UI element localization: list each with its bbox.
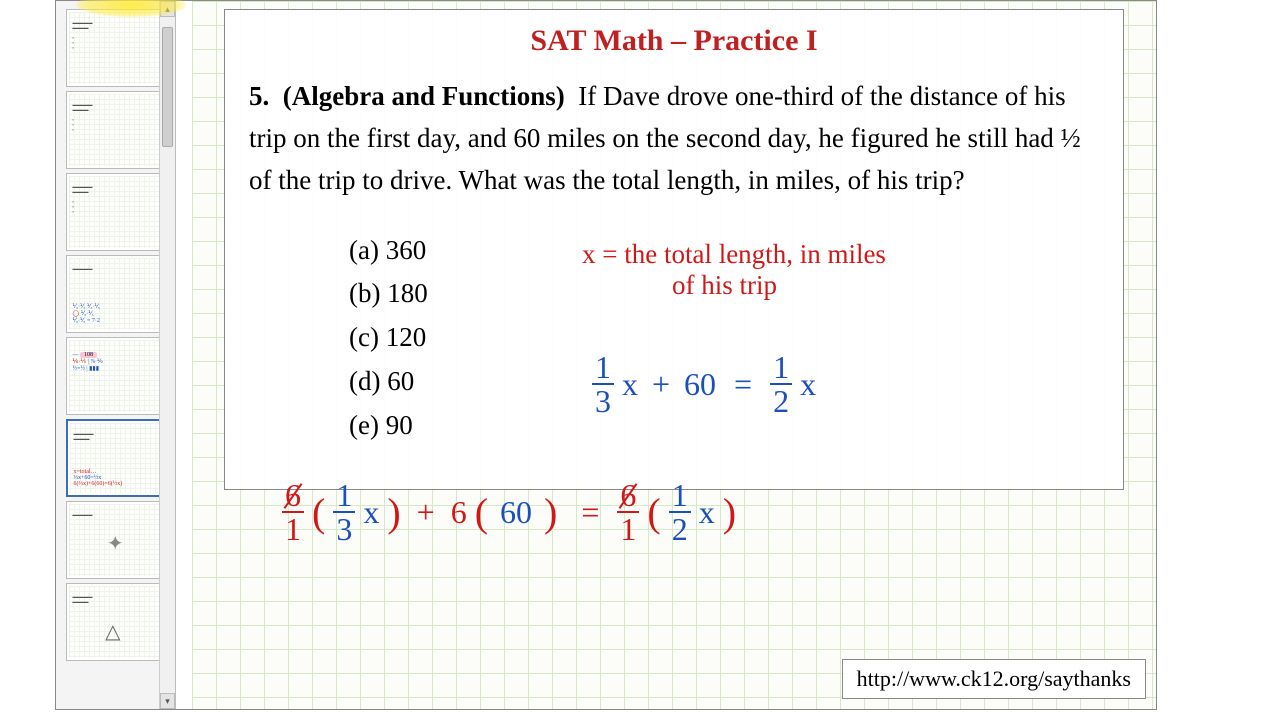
thumbnail-list: ▬▬▬▬▬▬▬▬▬▪▪▪ ▬▬▬▬▬▬▬▬▬▪▪▪ ▬▬▬▬▬▬▬▬▬▪▪▪ ▬… (56, 1, 175, 669)
slide-thumbnail[interactable]: ▬▬▬▬▬▬▬▬▬▪▪▪ (66, 173, 166, 251)
question-text: 5. (Algebra and Functions) If Dave drove… (249, 76, 1099, 202)
slide-thumbnail[interactable]: ▬▬▬▬▬▬▬▬▬△ (66, 583, 166, 661)
handwriting-var-def: x = the total length, in miles of his tr… (582, 239, 886, 301)
question-topic: (Algebra and Functions) (283, 81, 565, 111)
scroll-track[interactable] (160, 17, 175, 693)
fraction-one-third: 13 (592, 351, 614, 417)
slide-canvas: SAT Math – Practice I 5. (Algebra and Fu… (192, 1, 1156, 709)
sidebar-scrollbar[interactable]: ▴ ▾ (159, 1, 175, 709)
scroll-down-button[interactable]: ▾ (160, 693, 175, 709)
slide-thumbnail[interactable]: ▬▬▬▬▬⅟₃·⅟₅ ⅟₃·⅟₅◯ ⅟₃·⅟₅⅟₃·⅟₅ = 7·2 (66, 255, 166, 333)
question-number: 5. (249, 81, 269, 111)
handwriting-equation-1: 13 x + 60 = 12 x (592, 351, 816, 417)
slide-thumbnail[interactable]: — 108⅙·⅕ | ⅞·⅑½=½ | ▮▮▮ (66, 337, 166, 415)
app-frame: ▬▬▬▬▬▬▬▬▬▪▪▪ ▬▬▬▬▬▬▬▬▬▪▪▪ ▬▬▬▬▬▬▬▬▬▪▪▪ ▬… (55, 0, 1157, 710)
scroll-handle[interactable] (162, 27, 173, 147)
six-over-one: 61 (617, 479, 639, 545)
slide-thumbnail[interactable]: ▬▬▬▬▬▬▬▬▬x=total…⅓x+60=½x6(⅓x)+6(60)=6(½… (66, 419, 166, 497)
slide-thumbnail[interactable]: ▬▬▬▬▬▬▬▬▬▪▪▪ (66, 91, 166, 169)
var-def-line2: of his trip (582, 270, 886, 301)
slide-title: SAT Math – Practice I (249, 24, 1099, 58)
handwriting-equation-2: 61 ( 13 x ) + 6 ( 60 ) = 61 ( 12 x ) (282, 479, 736, 545)
slide-thumbnail[interactable]: ▬▬▬▬▬▬▬▬▬▪▪▪ (66, 9, 166, 87)
slide-thumbnail[interactable]: ▬▬▬▬▬✦ (66, 501, 166, 579)
thumbnail-sidebar: ▬▬▬▬▬▬▬▬▬▪▪▪ ▬▬▬▬▬▬▬▬▬▪▪▪ ▬▬▬▬▬▬▬▬▬▪▪▪ ▬… (56, 1, 176, 709)
var-def-line1: x = the total length, in miles (582, 239, 886, 270)
fraction-one-half: 12 (770, 351, 792, 417)
six-over-one: 61 (282, 479, 304, 545)
source-url: http://www.ck12.org/saythanks (842, 659, 1146, 699)
